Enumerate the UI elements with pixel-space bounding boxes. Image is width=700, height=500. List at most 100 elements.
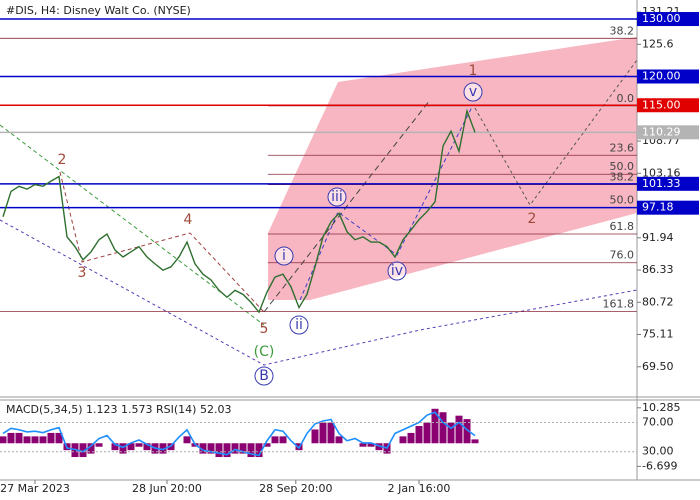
- price-level-box: [637, 200, 699, 215]
- macd-bar: [31, 436, 39, 444]
- price-level-box: [637, 12, 699, 27]
- wave-line: [299, 104, 474, 301]
- macd-bar: [463, 419, 471, 444]
- x-tick-label: 28 Jun 20:00: [132, 482, 202, 495]
- macd-bar: [47, 432, 55, 444]
- wave-label: B: [259, 368, 269, 384]
- wave-line: [0, 219, 638, 366]
- fib-label: 161.8: [603, 298, 635, 311]
- fib-label: 0.0: [617, 92, 635, 105]
- macd-bar: [7, 432, 15, 444]
- wave-label: 2: [528, 211, 537, 227]
- y2-tick-label: 30.00: [642, 445, 674, 458]
- fib-label: 61.8: [610, 220, 635, 233]
- y-tick-label: 10.285: [642, 401, 681, 414]
- wave-label: i: [282, 248, 286, 264]
- price-line: [2, 108, 476, 314]
- macd-bar: [375, 443, 383, 451]
- y-tick-label: 103.16: [642, 166, 681, 179]
- macd-bar: [95, 443, 103, 447]
- x-tick-label: 27 Mar 2023: [0, 482, 70, 495]
- macd-bar: [39, 436, 47, 444]
- wave-label: 1: [469, 63, 478, 79]
- macd-bar: [311, 429, 319, 444]
- price-level-label: 97.18: [642, 201, 674, 214]
- macd-bar: [119, 443, 127, 454]
- wave-label: iv: [391, 263, 403, 279]
- macd-bar: [335, 436, 343, 444]
- macd-bar: [423, 422, 431, 444]
- wave-label: v: [469, 84, 477, 100]
- wave-label: iii: [331, 189, 343, 205]
- wave-label: 4: [184, 212, 193, 228]
- macd-bar: [455, 415, 463, 444]
- fib-label: 23.6: [610, 141, 635, 154]
- macd-bar: [23, 436, 31, 444]
- wave-line: [263, 99, 431, 313]
- macd-bar: [367, 443, 375, 447]
- macd-bar: [431, 408, 439, 444]
- wave-label: 5: [260, 321, 269, 337]
- macd-bar: [159, 443, 167, 454]
- y-tick-label: 91.94: [642, 231, 674, 244]
- y-tick-label: 86.33: [642, 263, 674, 276]
- wave-circle: [254, 366, 274, 386]
- indicator-title: MACD(5,34,5) 1.123 1.573 RSI(14) 52.03: [6, 403, 231, 416]
- y-tick-label: -6.699: [642, 459, 677, 472]
- price-level-box: [637, 125, 699, 140]
- price-level-label: 130.00: [642, 12, 681, 25]
- wave-circle: [327, 187, 347, 207]
- y-tick-label: 75.11: [642, 328, 674, 341]
- macd-bar: [407, 432, 415, 444]
- macd-bar: [183, 436, 191, 444]
- wave-circle: [387, 261, 407, 281]
- macd-bar: [399, 436, 407, 444]
- price-level-label: 120.00: [642, 70, 681, 83]
- y-tick-label: 80.72: [642, 295, 674, 308]
- macd-bar: [127, 443, 135, 451]
- macd-bar: [471, 439, 479, 444]
- macd-bar: [199, 443, 207, 454]
- price-level-label: 115.00: [642, 98, 681, 111]
- macd-bar: [135, 443, 143, 447]
- macd-bar: [79, 443, 87, 458]
- macd-bar: [239, 443, 247, 454]
- wave-label: (C): [254, 344, 275, 360]
- price-level-box: [637, 176, 699, 191]
- macd-bar: [327, 422, 335, 444]
- wave-circle: [289, 315, 309, 335]
- macd-bar: [215, 443, 223, 458]
- macd-bar: [319, 422, 327, 444]
- fib-label: 38.2: [610, 24, 635, 37]
- macd-bar: [271, 436, 279, 444]
- chart-title: #DIS, H4: Disney Walt Co. (NYSE): [6, 4, 191, 17]
- y2-tick-label: 70.00: [642, 415, 674, 428]
- macd-bar: [263, 443, 271, 447]
- x-tick-label: 2 Jan 16:00: [388, 482, 451, 495]
- price-level-box: [637, 98, 699, 113]
- y-tick-label: 69.50: [642, 360, 674, 373]
- price-level-box: [637, 69, 699, 84]
- macd-bar: [415, 426, 423, 444]
- macd-bar: [231, 443, 239, 454]
- wave-circle: [463, 82, 483, 102]
- fib-label: 76.0: [610, 249, 635, 262]
- price-level-label: 110.29: [642, 125, 681, 138]
- wave-line: [59, 171, 265, 313]
- macd-bar: [0, 436, 7, 444]
- macd-bar: [439, 412, 447, 444]
- macd-bar: [279, 436, 287, 444]
- forecast-line: [474, 59, 638, 206]
- wave-circle: [274, 246, 294, 266]
- macd-bar: [223, 443, 231, 458]
- macd-bar: [111, 443, 119, 451]
- price-level-label: 101.33: [642, 177, 681, 190]
- fib-label: 50.0: [610, 194, 635, 207]
- macd-bar: [87, 443, 95, 454]
- wave-label: 3: [78, 265, 87, 281]
- macd-bar: [447, 422, 455, 444]
- macd-bar: [55, 432, 63, 444]
- macd-bar: [143, 443, 151, 451]
- macd-bar: [247, 443, 255, 458]
